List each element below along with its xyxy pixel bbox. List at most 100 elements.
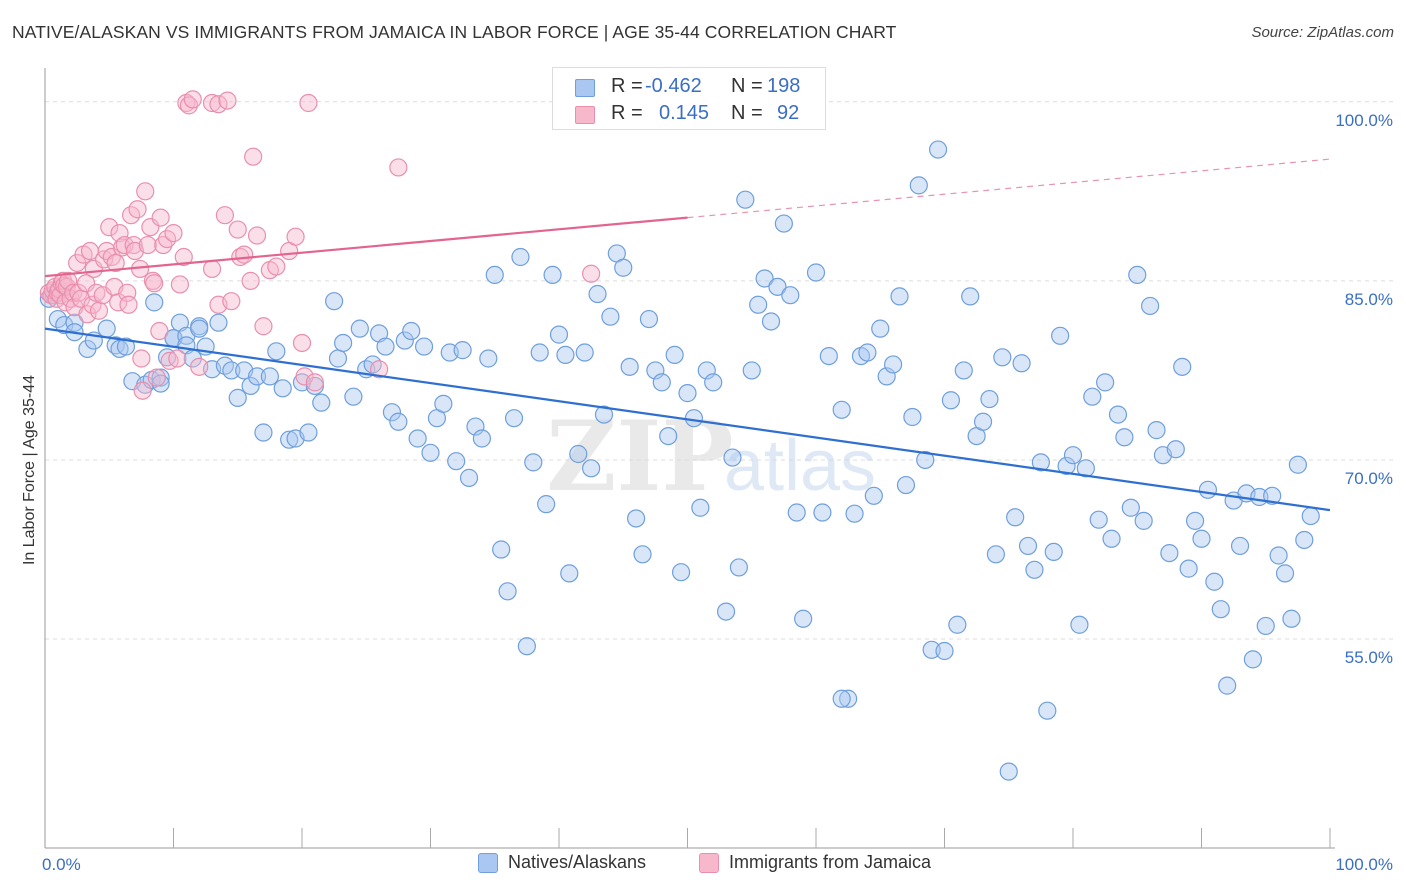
natives-point[interactable] [832,400,851,419]
natives-point[interactable] [896,475,916,495]
natives-point[interactable] [267,342,286,361]
jamaica-point[interactable] [164,224,183,243]
natives-point[interactable] [794,609,813,628]
natives-point[interactable] [691,498,710,517]
natives-point[interactable] [871,319,890,338]
natives-point[interactable] [626,509,646,528]
natives-point[interactable] [209,313,228,332]
natives-point[interactable] [1089,510,1108,529]
natives-point[interactable] [543,265,562,285]
natives-point[interactable] [980,389,999,409]
natives-point[interactable] [774,214,793,233]
natives-point[interactable] [999,762,1018,781]
jamaica-point[interactable] [119,295,138,314]
jamaica-point[interactable] [235,245,254,264]
natives-point[interactable] [1012,354,1031,373]
natives-point[interactable] [511,247,530,267]
jamaica-point[interactable] [78,305,97,324]
natives-point[interactable] [1160,543,1179,563]
natives-point[interactable] [1218,676,1237,695]
natives-point[interactable] [601,307,620,326]
jamaica-point[interactable] [138,235,157,255]
jamaica-point[interactable] [254,317,273,336]
natives-point[interactable] [723,448,742,467]
natives-point[interactable] [832,689,851,708]
jamaica-point[interactable] [247,226,267,245]
natives-point[interactable] [402,321,421,341]
jamaica-point[interactable] [136,182,155,201]
natives-point[interactable] [228,388,247,407]
natives-point[interactable] [761,312,781,331]
natives-point[interactable] [560,564,579,583]
jamaica-point[interactable] [218,91,237,110]
natives-point[interactable] [614,258,633,277]
jamaica-point[interactable] [292,333,312,353]
jamaica-point[interactable] [133,381,152,400]
jamaica-point[interactable] [389,158,408,177]
natives-point[interactable] [1275,564,1295,583]
natives-point[interactable] [781,286,800,305]
jamaica-point[interactable] [100,218,119,237]
natives-point[interactable] [299,423,318,442]
natives-point[interactable] [569,444,588,464]
natives-point[interactable] [1076,459,1095,478]
natives-point[interactable] [1230,536,1250,556]
natives-point[interactable] [1063,446,1083,465]
natives-point[interactable] [659,426,678,446]
natives-point[interactable] [421,443,440,462]
natives-point[interactable] [1115,428,1134,447]
jamaica-point[interactable] [128,200,147,219]
natives-point[interactable] [1057,456,1076,476]
jamaica-point[interactable] [145,274,164,293]
natives-point[interactable] [1018,536,1038,556]
natives-point[interactable] [1083,387,1102,406]
natives-point[interactable] [453,341,472,360]
natives-point[interactable] [312,393,331,412]
natives-point[interactable] [97,319,116,338]
natives-point[interactable] [736,190,755,209]
jamaica-point[interactable] [209,95,228,114]
natives-point[interactable] [1070,615,1089,634]
natives-point[interactable] [1038,701,1057,720]
jamaica-point[interactable] [110,224,129,243]
jamaica-point[interactable] [286,227,305,246]
jamaica-point[interactable] [228,220,247,239]
natives-point[interactable] [729,558,749,577]
natives-point[interactable] [1192,529,1211,548]
jamaica-point[interactable] [132,349,151,368]
natives-point[interactable] [1295,530,1314,550]
natives-point[interactable] [620,357,639,376]
natives-point[interactable] [537,495,556,514]
natives-point[interactable] [1173,357,1192,376]
natives-point[interactable] [145,293,164,312]
natives-point[interactable] [434,394,453,413]
jamaica-point[interactable] [370,360,389,379]
natives-point[interactable] [935,641,954,661]
natives-point[interactable] [652,373,671,392]
natives-point[interactable] [1166,440,1185,459]
jamaica-point[interactable] [215,206,234,225]
natives-point[interactable] [556,345,575,365]
jamaica-point[interactable] [295,367,314,386]
natives-point[interactable] [395,331,414,350]
natives-point[interactable] [1031,453,1050,472]
natives-point[interactable] [588,284,607,304]
natives-point[interactable] [254,423,273,442]
natives-point[interactable] [1282,609,1301,628]
natives-point[interactable] [1006,508,1025,527]
natives-point[interactable] [986,545,1006,564]
natives-point[interactable] [845,504,864,523]
natives-point[interactable] [890,287,909,306]
natives-point[interactable] [1263,486,1282,505]
natives-point[interactable] [273,379,292,398]
natives-point[interactable] [973,412,993,431]
natives-point[interactable] [1121,498,1140,517]
natives-point[interactable] [190,319,209,338]
natives-point[interactable] [993,348,1012,367]
jamaica-point[interactable] [147,368,166,387]
natives-point[interactable] [376,337,395,356]
natives-point[interactable] [916,450,935,470]
natives-point[interactable] [1243,650,1263,669]
natives-point[interactable] [459,468,479,487]
natives-point[interactable] [65,313,84,332]
